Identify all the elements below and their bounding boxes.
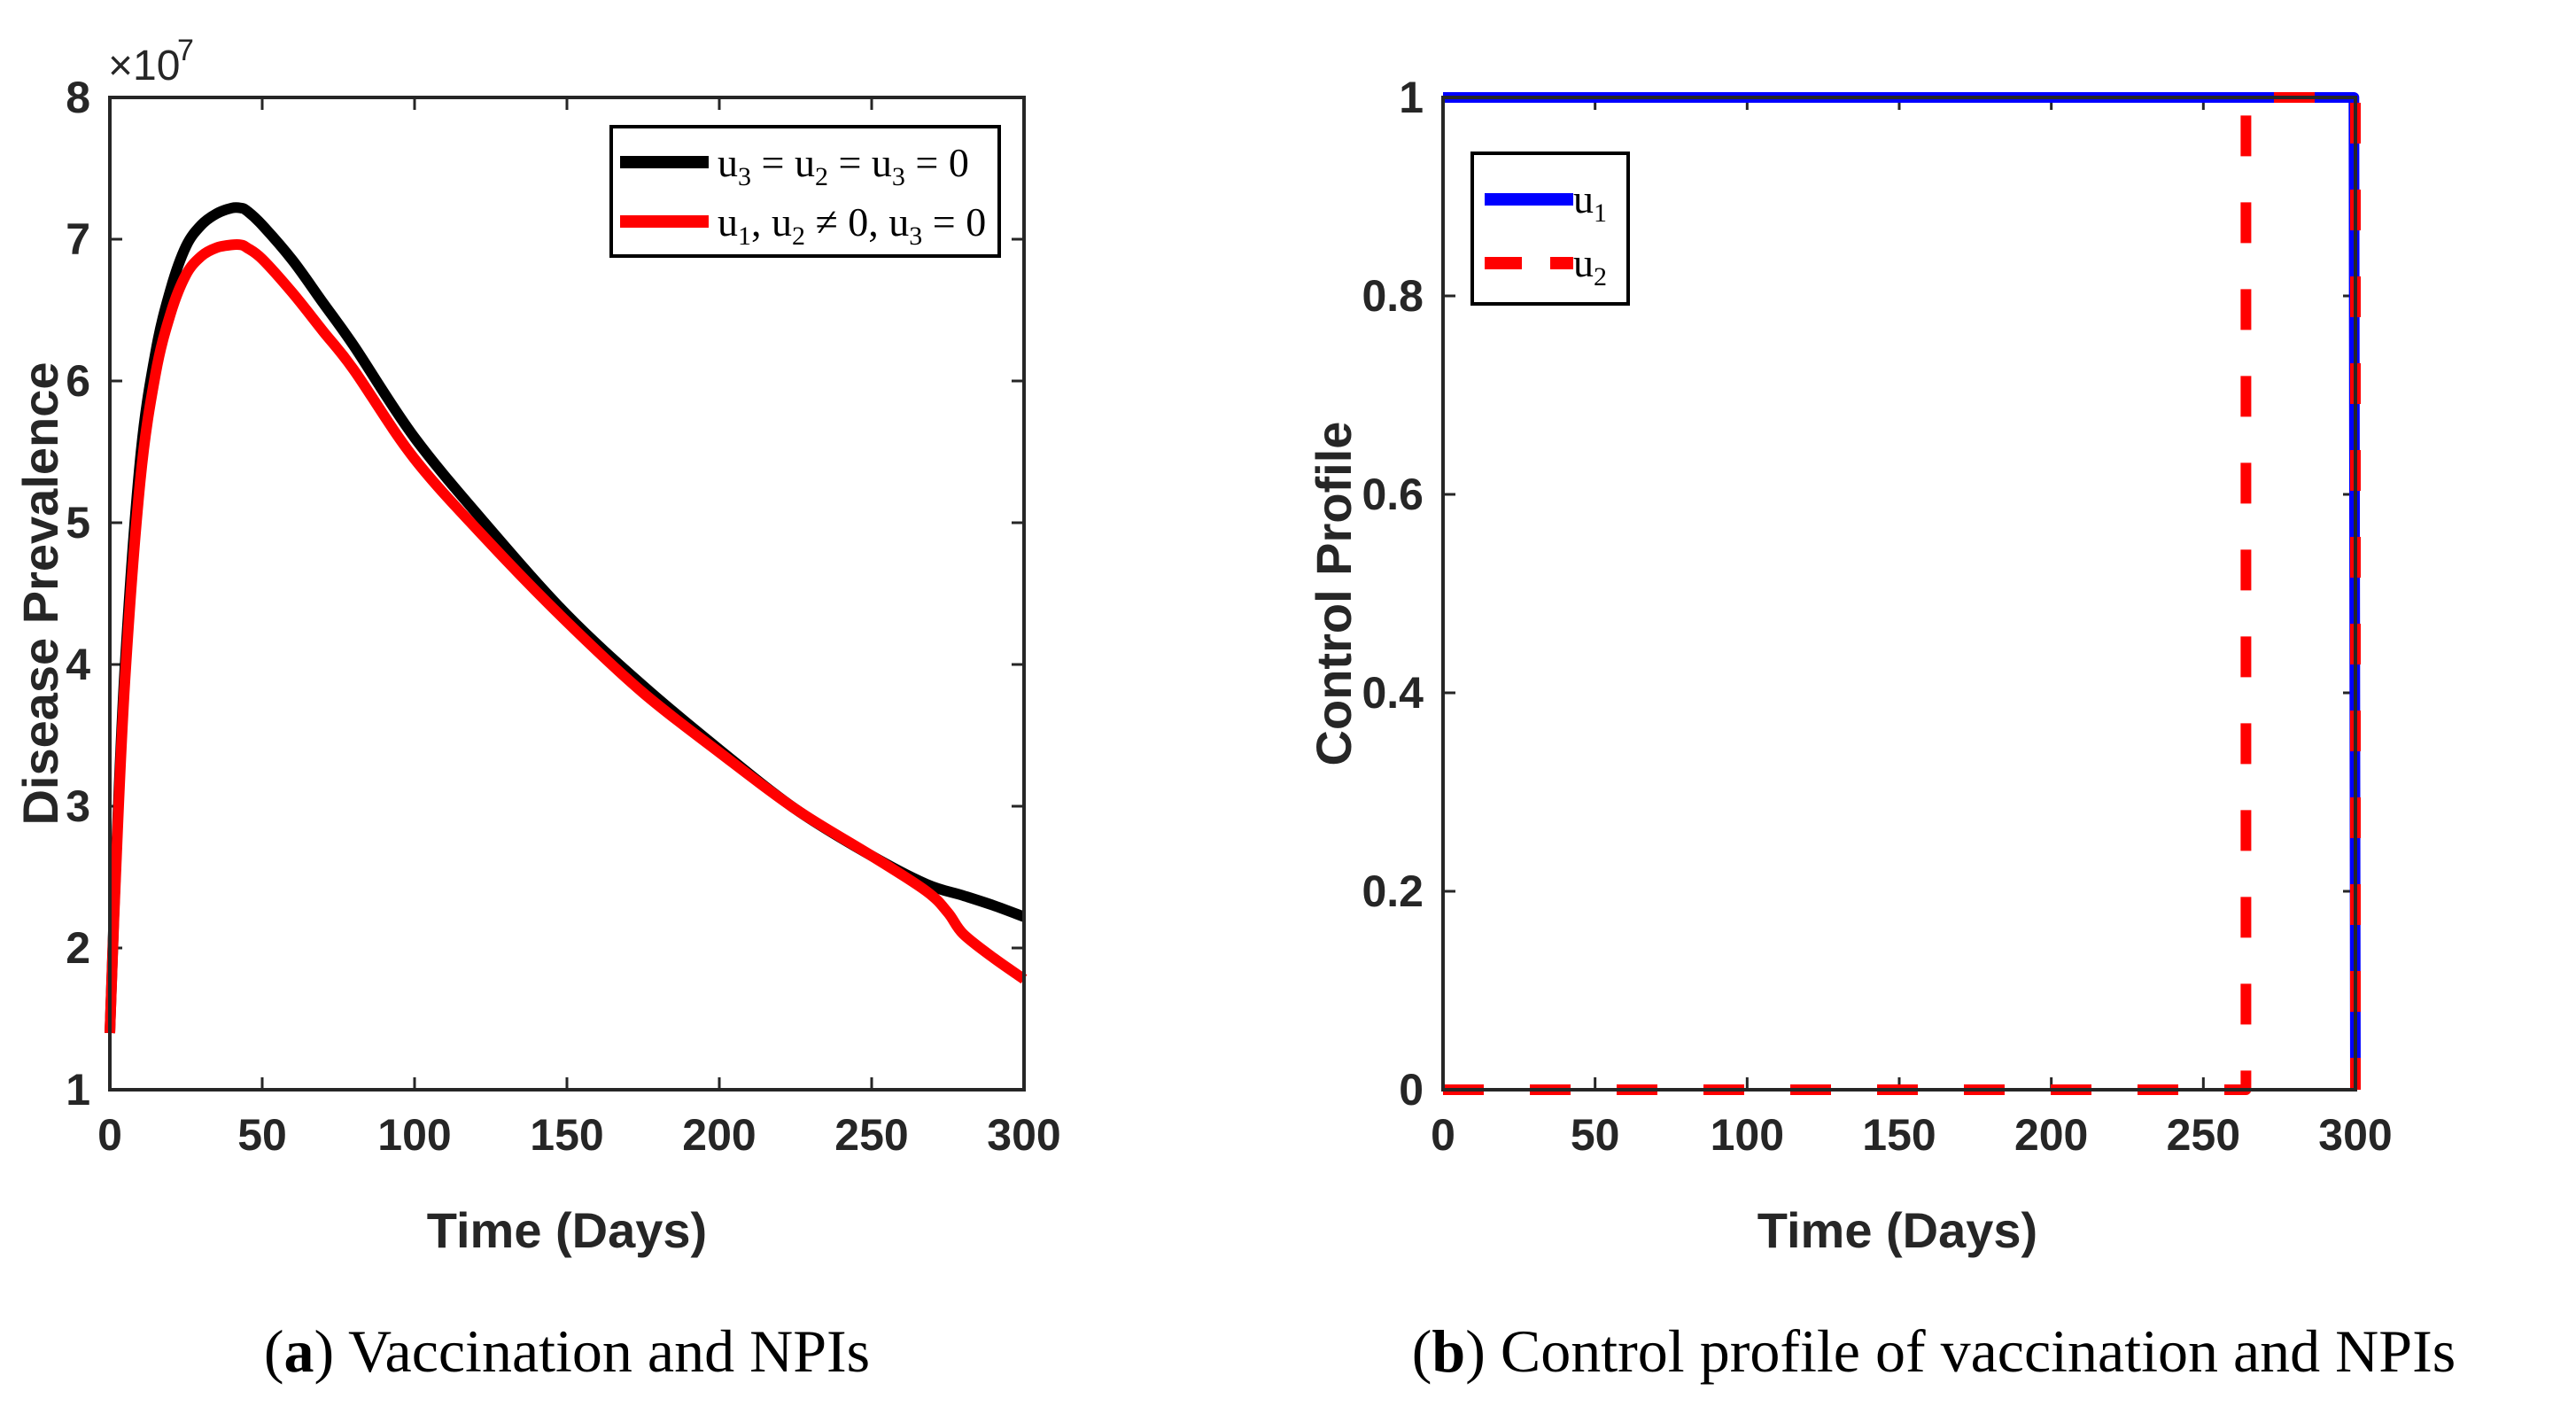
panel-b-caption-letter: b (1432, 1317, 1465, 1385)
panel-a-y-tick-label: 3 (66, 781, 90, 831)
panel-b-legend-label-red: u2 (1573, 240, 1607, 291)
legend-text-part: 2 (815, 162, 828, 191)
panel-a-x-tick-label: 300 (987, 1110, 1060, 1160)
panel-b-x-tick-label: 200 (2014, 1110, 2088, 1160)
legend-text-part: = 0 (905, 140, 969, 185)
panel-a-legend-label-black: u3 = u2 = u3 = 0 (718, 140, 969, 191)
legend-text-part: 3 (892, 162, 905, 191)
panel-a-x-tick-label: 100 (377, 1110, 451, 1160)
panel-a-legend: u3 = u2 = u3 = 0 u1, u2 ≠ 0, u3 = 0 (609, 125, 1001, 258)
panel-a-caption-letter: a (284, 1317, 314, 1385)
panel-a-caption: (a) Vaccination and NPIs (264, 1317, 870, 1385)
panel-a-series-2-line (105, 239, 1028, 1034)
legend-text-part: 3 (909, 221, 922, 251)
panel-b-x-axis-label: Time (Days) (1757, 1202, 2037, 1258)
panel-b-tick-labels: 0 50 100 150 200 250 300 0 0.2 0.4 0.6 0.8 1 (1362, 73, 2392, 1160)
panel-b-y-axis-label: Control Profile (1306, 422, 1362, 766)
panel-a-x-tick-label: 250 (834, 1110, 908, 1160)
panel-b-caption-text: Control profile of vaccination and NPIs (1486, 1317, 2456, 1385)
legend-text-part: 1 (1594, 198, 1607, 228)
legend-text-part: = u (828, 140, 892, 185)
panel-b: 0 50 100 150 200 250 300 0 0.2 0.4 0.6 0.8 1 Time (D… (1306, 73, 2393, 1258)
panel-b-y-tick-label: 0.6 (1362, 470, 1424, 519)
panel-a-x-tick-label: 150 (530, 1110, 603, 1160)
legend-text-part: u (718, 140, 738, 185)
panel-b-x-tick-label: 250 (2167, 1110, 2240, 1160)
panel-b-x-tick-label: 0 (1431, 1110, 1455, 1160)
panel-a-x-tick-label: 0 (97, 1110, 122, 1160)
panel-a-y-tick-label: 6 (66, 356, 90, 406)
panel-a-legend-label-red: u1, u2 ≠ 0, u3 = 0 (718, 199, 986, 251)
panel-a-tick-labels: 0 50 100 150 200 250 300 1 2 3 4 5 6 7 8 (66, 73, 1061, 1160)
panel-a-exponent-power: 7 (177, 34, 194, 67)
panel-b-legend: u1 u2 (1470, 152, 1630, 306)
legend-text-part: 1 (738, 221, 751, 251)
legend-text-part: u (1573, 176, 1594, 221)
legend-text-part: u (1573, 240, 1594, 285)
panel-a-caption-text: Vaccination and NPIs (334, 1317, 870, 1385)
panel-a-y-tick-label: 1 (66, 1065, 90, 1115)
legend-text-part: , u (751, 199, 792, 245)
panel-b-legend-label-blue: u1 (1573, 176, 1607, 228)
legend-text-part: u (718, 199, 738, 245)
panel-b-y-tick-label: 0 (1399, 1065, 1424, 1115)
panel-b-x-tick-label: 300 (2318, 1110, 2392, 1160)
panel-a-x-axis-label: Time (Days) (427, 1202, 707, 1258)
legend-text-part: 2 (792, 221, 805, 251)
panel-b-x-tick-label: 50 (1571, 1110, 1620, 1160)
panel-a-lines (105, 202, 1028, 1034)
panel-a-legend-box (609, 125, 1001, 258)
legend-text-part: ≠ 0, u (805, 199, 909, 245)
panel-a-y-tick-label: 7 (66, 214, 90, 264)
panel-a-y-tick-label: 2 (66, 923, 90, 973)
panel-a-y-axis-label: Disease Prevalence (12, 361, 68, 825)
panel-a-exponent-base: ×10 (108, 43, 180, 89)
panel-a-x-tick-label: 50 (237, 1110, 287, 1160)
panel-a-axes-box (108, 96, 1026, 1092)
panel-b-y-tick-label: 0.8 (1362, 271, 1424, 321)
panel-b-y-tick-label: 1 (1399, 73, 1424, 122)
panel-b-x-tick-label: 150 (1862, 1110, 1936, 1160)
panel-b-x-tick-label: 100 (1711, 1110, 1784, 1160)
legend-text-part: 3 (738, 162, 751, 191)
legend-text-part: = u (751, 140, 815, 185)
panel-a-y-tick-label: 4 (66, 640, 90, 689)
panel-b-y-tick-label: 0.2 (1362, 866, 1424, 916)
panel-b-caption: (b) Control profile of vaccination and N… (1412, 1317, 2456, 1385)
legend-text-part: 2 (1594, 262, 1607, 291)
legend-text-part: = 0 (922, 199, 986, 245)
panel-a-y-tick-label: 8 (66, 73, 90, 122)
panel-a: 0 50 100 150 200 250 300 1 2 3 4 5 6 7 8 ×10 7 Time (D… (12, 34, 1061, 1258)
panel-b-axes-box (1441, 96, 2357, 1092)
panel-a-x-tick-label: 200 (682, 1110, 756, 1160)
panel-b-y-tick-label: 0.4 (1362, 668, 1424, 718)
panel-b-legend-box (1470, 152, 1630, 306)
panel-a-y-tick-label: 5 (66, 498, 90, 548)
